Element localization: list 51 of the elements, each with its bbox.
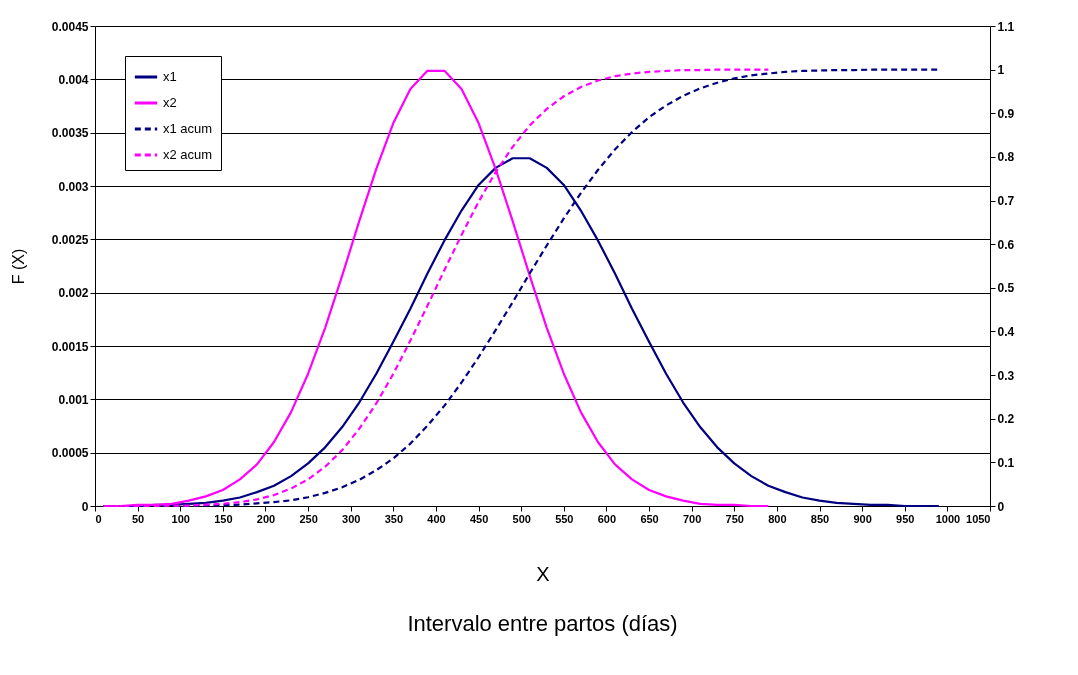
legend-label: x1 [163, 69, 177, 84]
y2-tick-label: 0.5 [997, 281, 1015, 296]
y2-tick-label: 0.8 [997, 150, 1015, 165]
y-tick-label: 0.002 [58, 286, 89, 301]
y2-tick-label: 0.1 [997, 455, 1015, 470]
x-tick-label: 50 [131, 512, 145, 525]
legend-label: x2 [163, 95, 177, 110]
x-tick-label: 150 [214, 512, 233, 525]
legend-label: x2 acum [163, 147, 213, 162]
x-tick-label: 0 [95, 512, 102, 525]
x-tick-label: 550 [555, 512, 574, 525]
y2-tick-label: 0.3 [997, 368, 1015, 383]
x-tick-label: 200 [256, 512, 276, 525]
x-tick-label: 350 [384, 512, 404, 525]
x-tick-label: 650 [640, 512, 659, 525]
y-tick-label: 0.001 [58, 392, 89, 407]
x-tick-label: 500 [512, 512, 531, 525]
y2-tick-label: 0.4 [997, 324, 1015, 339]
y-tick-label: 0.003 [58, 179, 89, 194]
y-tick-label: 0.0025 [51, 232, 89, 247]
x-tick-label: 600 [597, 512, 617, 525]
x-tick-label: 400 [427, 512, 446, 525]
x-tick-label: 700 [682, 512, 702, 525]
y-tick-label: 0.0005 [51, 446, 89, 461]
x-tick-label: 300 [342, 512, 361, 525]
x-tick-label: 1000 [935, 512, 961, 525]
x-tick-label: 100 [171, 512, 190, 525]
x-axis-title: X [536, 562, 550, 585]
y2-tick-label: 0.6 [997, 237, 1015, 252]
y-tick-label: 0.0035 [51, 126, 89, 141]
y-axis-title: F (X) [9, 248, 27, 285]
y2-tick-label: 0.2 [997, 412, 1015, 427]
x-tick-label: 250 [299, 512, 318, 525]
x-tick-label: 850 [810, 512, 830, 525]
x-tick-label: 450 [469, 512, 489, 525]
y-tick-label: 0 [81, 499, 89, 514]
y2-tick-label: 0 [997, 499, 1005, 514]
y-tick-label: 0.0015 [51, 339, 89, 354]
y-tick-label: 0.0045 [51, 19, 89, 34]
x-tick-label: 800 [768, 512, 787, 525]
x-tick-label: 950 [896, 512, 915, 525]
x-tick-label: 900 [853, 512, 872, 525]
legend-label: x1 acum [163, 121, 213, 136]
y2-tick-label: 1 [997, 63, 1005, 78]
x-tick-label: 1050 [966, 512, 991, 525]
y2-tick-label: 1.1 [997, 19, 1015, 34]
y2-tick-label: 0.7 [997, 194, 1015, 209]
y-tick-label: 0.004 [58, 72, 89, 87]
x-tick-label: 750 [725, 512, 744, 525]
text: Intervalo entre partos (días) [407, 611, 678, 636]
y2-tick-label: 0.9 [997, 106, 1015, 121]
